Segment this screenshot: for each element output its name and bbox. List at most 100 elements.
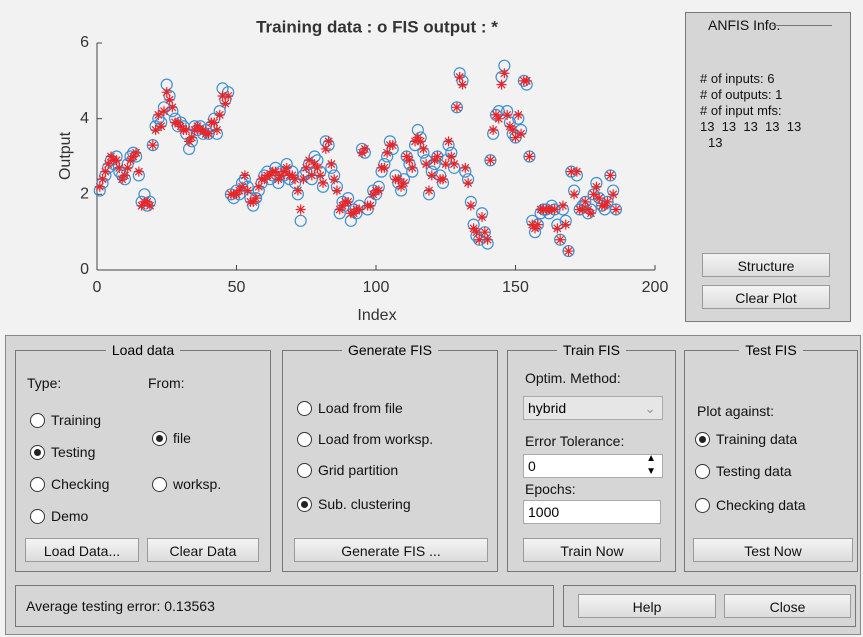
fis-output-point [259, 174, 270, 185]
fis-output-point [100, 166, 111, 177]
clear-data-button[interactable]: Clear Data [147, 538, 259, 562]
fis-output-point [583, 204, 594, 215]
fis-output-point [387, 140, 398, 151]
fis-output-point [111, 155, 122, 166]
fis-output-point [552, 223, 563, 234]
x-tick-label: 50 [228, 279, 246, 296]
y-axis-label: Output [57, 131, 74, 180]
radio-button[interactable]: Training data [695, 430, 797, 448]
fis-output-point [566, 166, 577, 177]
info-line: 13 13 13 13 13 [700, 119, 802, 134]
fis-output-point [488, 125, 499, 136]
fis-output-point [429, 155, 440, 166]
panel-title: Train FIS [508, 342, 675, 358]
radio-button[interactable]: Testing data [695, 462, 792, 480]
fis-output-point [454, 72, 465, 83]
radio-button[interactable]: Load from worksp. [297, 430, 433, 448]
fis-output-point [463, 177, 474, 188]
fis-output-point [156, 121, 167, 132]
radio-button[interactable]: Sub. clustering [297, 495, 411, 513]
radio-button[interactable]: Checking [30, 475, 109, 493]
training-point [554, 233, 567, 246]
fis-output-point [449, 159, 460, 170]
test-now-button[interactable]: Test Now [693, 538, 853, 562]
fis-output-point [569, 189, 580, 200]
fis-output-point [524, 151, 535, 162]
y-tick-label: 6 [80, 34, 89, 51]
plot: Training data : o FIS output : * Index O… [57, 17, 669, 324]
fis-output-point [401, 151, 412, 162]
training-point [400, 150, 413, 163]
fis-output-point [337, 200, 348, 211]
radio-button[interactable]: Training [30, 411, 101, 429]
info-line: # of outputs: 1 [700, 87, 783, 102]
label: From: [148, 375, 185, 391]
fis-output-point [329, 174, 340, 185]
fis-output-point [485, 155, 496, 166]
fis-output-point [591, 181, 602, 192]
fis-output-point [510, 132, 521, 143]
fis-output-point [348, 208, 359, 219]
fis-output-point [359, 143, 370, 154]
fis-output-point [128, 151, 139, 162]
fis-output-point [599, 200, 610, 211]
fis-output-point [398, 177, 409, 188]
train-now-button[interactable]: Train Now [523, 538, 661, 562]
fis-output-point [131, 147, 142, 158]
radio-button[interactable]: Testing [30, 443, 95, 461]
training-point [562, 244, 575, 258]
radio-button[interactable]: Grid partition [297, 461, 398, 479]
fis-output-point [167, 102, 178, 113]
fis-output-point [549, 204, 560, 215]
fis-output-point [97, 174, 108, 185]
fis-output-point [223, 90, 234, 101]
fis-output-point [577, 204, 588, 215]
radio-button[interactable]: Load from file [297, 399, 403, 417]
fis-output-point [451, 102, 462, 113]
fis-output-point [312, 162, 323, 173]
fis-output-point [203, 128, 214, 139]
fis-output-point [443, 136, 454, 147]
epochs-input[interactable]: 1000 [523, 500, 661, 524]
radio-button[interactable]: Demo [30, 507, 88, 525]
fis-output-point [477, 212, 488, 223]
label: Error Tolerance: [525, 433, 625, 449]
method-dropdown[interactable]: hybrid ⌄ [523, 396, 663, 420]
fis-output-point [418, 143, 429, 154]
fis-output-point [301, 162, 312, 173]
x-tick-label: 0 [93, 279, 102, 296]
fis-output-point [317, 177, 328, 188]
training-point [523, 150, 536, 163]
clear-plot-button[interactable]: Clear Plot [702, 285, 830, 309]
fis-output-point [326, 159, 337, 170]
close-button[interactable]: Close [724, 594, 851, 618]
x-tick-label: 200 [642, 279, 669, 296]
fis-output-point [585, 208, 596, 219]
radio-button[interactable]: Checking data [695, 496, 806, 514]
structure-button[interactable]: Structure [702, 253, 830, 277]
fis-output-point [608, 189, 619, 200]
fis-output-point [412, 132, 423, 143]
load-data-button[interactable]: Load Data... [25, 538, 139, 562]
fis-output-point [496, 79, 507, 90]
fis-output-point [276, 170, 287, 181]
help-button[interactable]: Help [578, 594, 716, 618]
fis-output-point [365, 200, 376, 211]
tolerance-input[interactable]: 0 ▲ ▼ [523, 453, 663, 478]
training-point [489, 108, 503, 121]
fis-output-point [588, 189, 599, 200]
fis-output-point [482, 234, 493, 245]
fis-output-point [415, 136, 426, 147]
fis-output-point [471, 227, 482, 238]
fis-output-point [117, 174, 128, 185]
generate-fis-button[interactable]: Generate FIS ... [294, 538, 488, 562]
fis-output-point [396, 181, 407, 192]
status-box: Average testing error: 0.13563 [15, 585, 554, 627]
fis-output-point [147, 140, 158, 151]
fis-output-point [530, 223, 541, 234]
radio-button[interactable]: worksp. [152, 475, 221, 493]
fis-output-point [114, 162, 125, 173]
radio-button[interactable]: file [152, 429, 191, 447]
fis-output-point [122, 162, 133, 173]
fis-output-point [334, 204, 345, 215]
